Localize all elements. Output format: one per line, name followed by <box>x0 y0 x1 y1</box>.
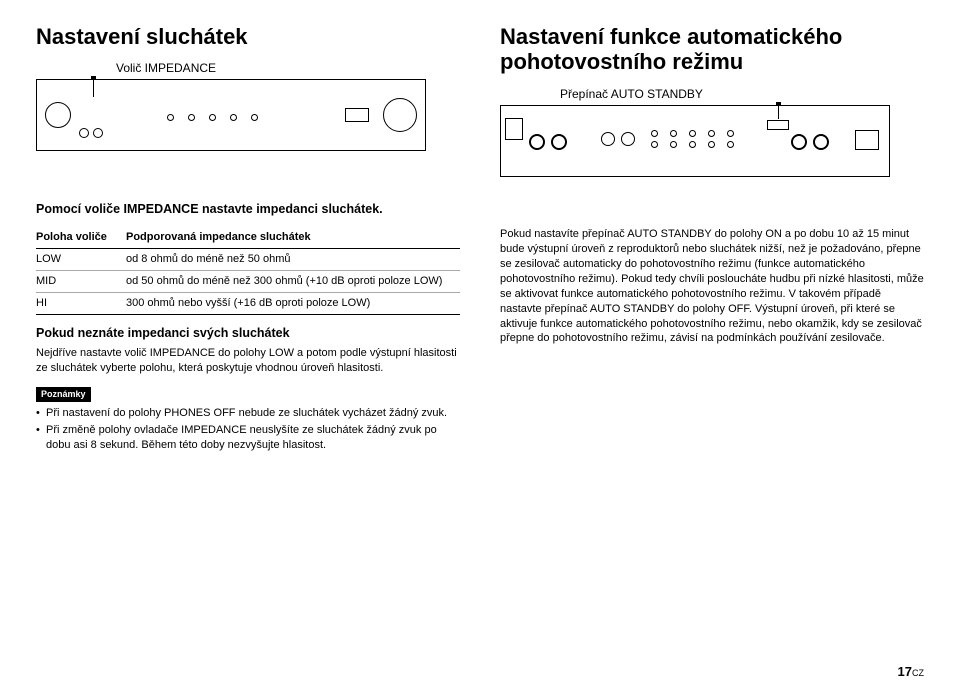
front-panel-diagram <box>36 79 426 151</box>
table-head-position: Poloha voliče <box>36 227 126 248</box>
list-item: Při změně polohy ovladače IMPEDANCE neus… <box>36 423 460 453</box>
impedance-selector-label: Volič IMPEDANCE <box>116 61 460 75</box>
unknown-impedance-heading: Pokud neznáte impedanci svých sluchátek <box>36 325 460 342</box>
page-number: 17CZ <box>898 664 924 679</box>
table-row: HI 300 ohmů nebo vyšší (+16 dB oproti po… <box>36 293 460 315</box>
table-head-impedance: Podporovaná impedance sluchátek <box>126 227 460 248</box>
list-item: Při nastavení do polohy PHONES OFF nebud… <box>36 406 460 421</box>
rear-panel-diagram <box>500 105 890 177</box>
impedance-table: Poloha voliče Podporovaná impedance sluc… <box>36 227 460 314</box>
auto-standby-text: Pokud nastavíte přepínač AUTO STANDBY do… <box>500 227 924 346</box>
impedance-intro: Pomocí voliče IMPEDANCE nastavte impedan… <box>36 201 460 218</box>
unknown-impedance-text: Nejdříve nastavte volič IMPEDANCE do pol… <box>36 346 460 376</box>
table-row: MID od 50 ohmů do méně než 300 ohmů (+10… <box>36 271 460 293</box>
table-row: LOW od 8 ohmů do méně než 50 ohmů <box>36 249 460 271</box>
notes-badge: Poznámky <box>36 387 91 401</box>
notes-list: Při nastavení do polohy PHONES OFF nebud… <box>36 406 460 454</box>
auto-standby-switch-label: Přepínač AUTO STANDBY <box>560 87 924 101</box>
right-title: Nastavení funkce automatického pohotovos… <box>500 24 924 75</box>
left-title: Nastavení sluchátek <box>36 24 460 49</box>
